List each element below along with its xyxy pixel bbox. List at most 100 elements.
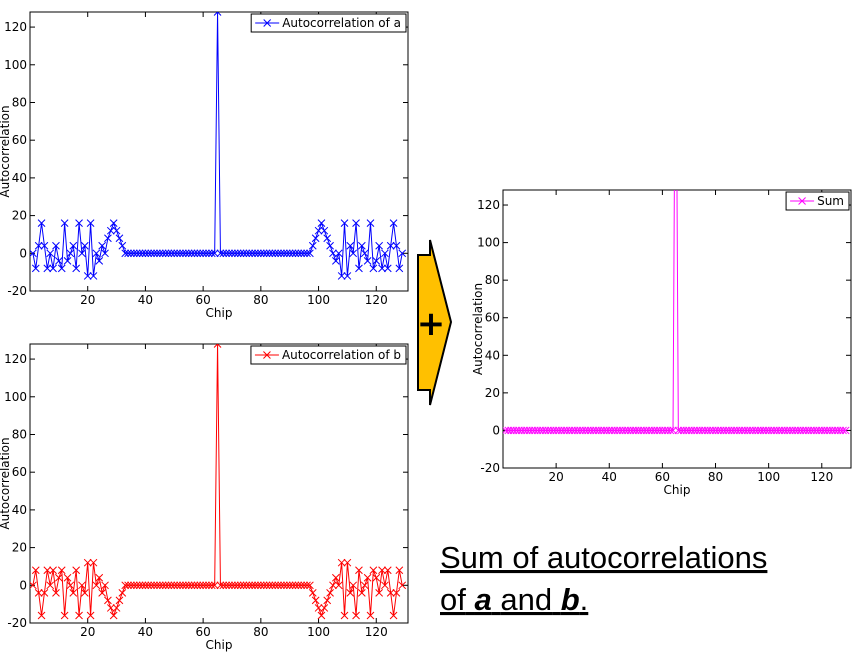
caption-var: a [474,582,491,617]
point-marker [40,588,49,597]
point-marker [155,249,164,258]
point-marker [398,249,407,258]
point-marker [666,426,675,435]
point-marker [291,249,300,258]
point-marker [72,566,81,575]
point-marker [92,581,101,590]
point-marker [49,566,57,575]
point-marker [184,249,193,258]
point-marker [383,566,392,575]
point-marker [326,241,334,250]
point-marker [89,272,98,280]
point-marker [271,581,280,590]
y-tick-label: -20 [480,461,500,475]
x-tick-label: 80 [708,470,723,484]
y-tick-label: 20 [485,386,500,400]
point-marker [346,241,355,250]
point-marker [173,581,182,590]
point-marker [30,249,37,258]
point-marker [130,249,138,258]
point-marker [378,566,386,575]
point-marker [78,249,86,258]
point-marker [389,219,398,227]
point-marker [95,573,104,582]
point-marker [72,264,81,273]
point-marker [83,558,92,567]
point-marker [383,264,392,273]
point-marker [52,588,60,597]
point-marker [320,604,329,612]
point-marker [153,249,161,258]
x-tick-label: 40 [602,470,617,484]
point-marker [222,249,231,258]
legend-label: Autocorrelation of b [282,348,401,362]
x-tick-label: 100 [307,293,330,307]
point-marker [375,588,383,597]
point-marker [378,264,386,273]
point-marker [334,249,343,258]
legend: Autocorrelation of b [250,345,407,365]
point-marker [49,264,57,273]
point-marker [63,256,72,265]
point-marker [202,249,210,258]
point-marker [357,588,366,597]
point-marker [274,249,283,258]
point-marker [314,604,323,612]
point-marker [306,581,314,590]
point-marker [181,581,190,590]
point-marker [155,581,164,590]
point-marker [187,249,196,258]
point-marker [219,249,228,258]
x-tick-label: 60 [655,470,670,484]
y-tick-label: 100 [4,58,27,72]
x-tick-label: 60 [195,293,210,307]
point-marker [225,249,233,258]
point-marker [69,241,78,250]
point-marker [323,596,332,605]
point-marker [55,573,63,582]
point-marker [256,581,265,590]
y-tick-label: 40 [12,171,27,185]
point-marker [164,249,173,258]
point-marker [104,234,112,243]
point-marker [121,581,130,590]
y-tick-label: 120 [4,20,27,34]
y-tick-label: 100 [4,390,27,404]
series-line [32,12,403,276]
point-marker [277,249,285,258]
y-tick-label: 60 [12,465,27,479]
point-marker [285,249,294,258]
arrow [417,239,453,406]
legend-marker [263,19,272,27]
point-marker [60,219,69,227]
x-tick-label: 20 [80,625,95,639]
point-marker [239,249,248,258]
caption-word: of [440,582,466,617]
point-marker [375,241,383,250]
point-marker [392,588,401,597]
point-marker [173,249,182,258]
point-marker [104,596,112,605]
series-line [32,344,403,617]
point-marker [135,581,144,590]
plot-layer [30,344,407,620]
point-marker [127,249,135,258]
point-marker [268,249,277,258]
point-marker [176,581,184,590]
point-marker [196,581,205,590]
point-marker [75,611,83,620]
x-tick-label: 40 [138,293,153,307]
legend-box [785,191,850,211]
point-marker [839,426,847,435]
point-marker [251,581,259,590]
point-marker [130,581,138,590]
point-marker [57,566,66,575]
point-marker [34,588,43,597]
point-marker [98,588,106,597]
point-marker [297,249,306,258]
point-marker [369,264,378,273]
point-marker [213,12,222,16]
point-marker [135,249,144,258]
point-marker [282,581,291,590]
